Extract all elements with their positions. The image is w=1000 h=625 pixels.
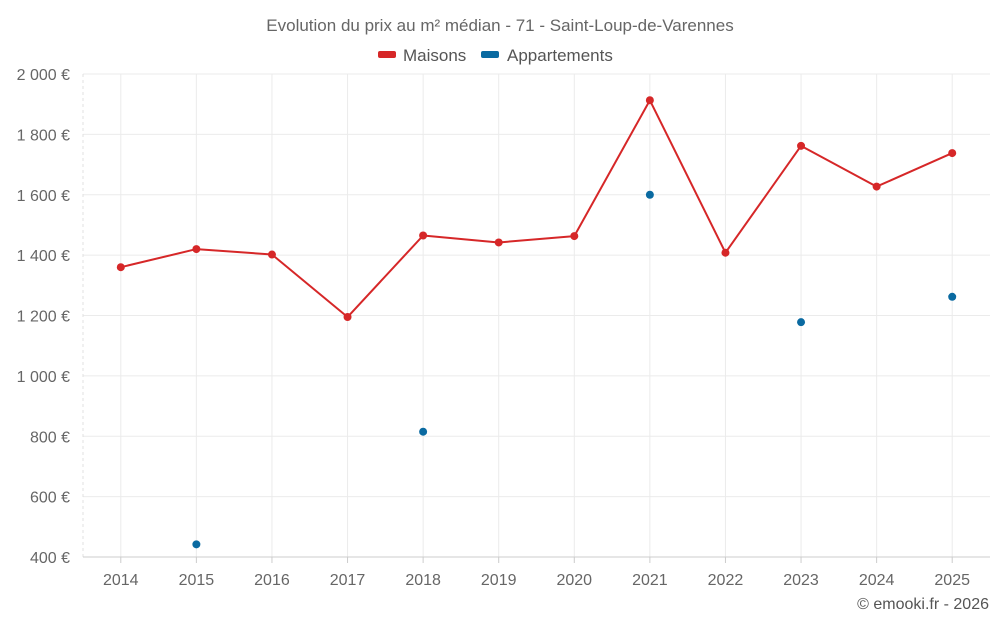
legend-label-appartements[interactable]: Appartements (507, 46, 613, 65)
y-tick-label: 1 600 € (17, 188, 70, 205)
y-tick-label: 400 € (30, 550, 70, 567)
x-tick-label: 2022 (708, 572, 744, 589)
data-point-maisons[interactable] (267, 250, 276, 259)
data-point-appartements[interactable] (645, 190, 654, 199)
y-tick-label: 800 € (30, 429, 70, 446)
data-point-maisons[interactable] (721, 248, 730, 257)
x-tick-label: 2023 (783, 572, 819, 589)
data-point-maisons[interactable] (192, 245, 201, 254)
y-tick-label: 1 000 € (17, 369, 70, 386)
data-point-maisons[interactable] (797, 141, 806, 150)
series-line-maisons (120, 99, 953, 319)
y-tick-label: 1 800 € (17, 127, 70, 144)
data-point-maisons[interactable] (419, 231, 428, 240)
y-tick-label: 600 € (30, 490, 70, 507)
legend-swatch-appartements[interactable] (481, 51, 499, 58)
data-point-appartements[interactable] (192, 540, 201, 549)
data-point-maisons[interactable] (872, 182, 881, 191)
credit-text: © emooki.fr - 2026 (857, 596, 989, 613)
grid (83, 73, 990, 557)
x-tick-label: 2015 (179, 572, 215, 589)
data-point-maisons[interactable] (343, 313, 352, 322)
data-point-appartements[interactable] (797, 318, 806, 327)
x-tick-label: 2025 (934, 572, 970, 589)
x-tick-label: 2018 (405, 572, 441, 589)
x-tick-label: 2021 (632, 572, 668, 589)
x-tick-label: 2016 (254, 572, 290, 589)
x-tick-label: 2017 (330, 572, 366, 589)
legend-label-maisons[interactable]: Maisons (403, 46, 466, 65)
y-tick-label: 1 200 € (17, 309, 70, 326)
data-point-appartements[interactable] (419, 427, 428, 436)
y-tick-label: 2 000 € (17, 67, 70, 84)
legend-swatch-maisons[interactable] (378, 51, 396, 58)
x-tick-label: 2019 (481, 572, 517, 589)
data-point-appartements[interactable] (948, 292, 957, 301)
series (116, 96, 957, 549)
data-point-maisons[interactable] (948, 149, 957, 158)
y-tick-label: 1 400 € (17, 248, 70, 265)
data-point-maisons[interactable] (645, 96, 654, 105)
data-point-maisons[interactable] (570, 232, 579, 241)
data-point-maisons[interactable] (494, 238, 503, 247)
legend[interactable]: Maisons Appartements (378, 46, 613, 65)
axes: 400 € 600 € 800 € 1 000 € 1 200 € 1 400 € 1 60… (17, 67, 990, 589)
chart-title: Evolution du prix au m² médian - 71 - Sa… (266, 16, 733, 35)
x-tick-label: 2024 (859, 572, 895, 589)
data-point-maisons[interactable] (116, 263, 125, 272)
x-tick-label: 2020 (556, 572, 592, 589)
x-tick-label: 2014 (103, 572, 139, 589)
